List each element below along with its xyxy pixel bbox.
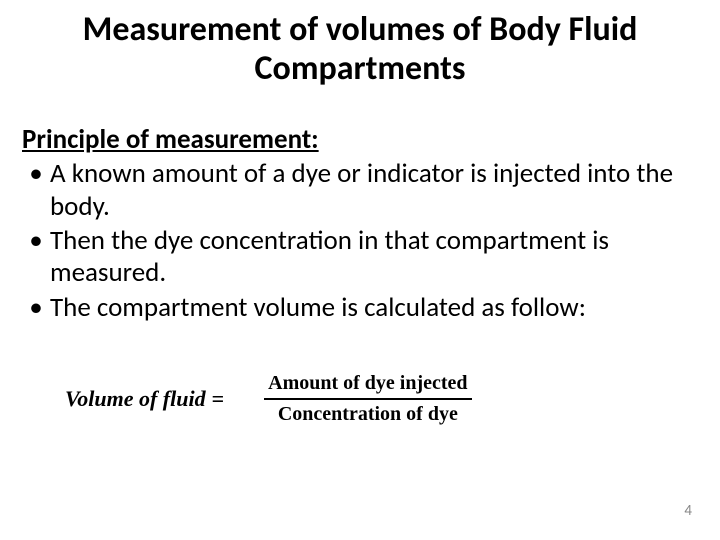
- formula-equals: =: [212, 386, 225, 412]
- fraction-line: [264, 398, 471, 400]
- formula-numerator: Amount of dye injected: [264, 372, 471, 395]
- formula-lhs: Volume of fluid: [65, 386, 206, 412]
- formula-fraction: Amount of dye injected Concentration of …: [264, 372, 471, 426]
- content-area: Principle of measurement: • A known amou…: [0, 123, 720, 324]
- bullet-marker: •: [22, 292, 50, 324]
- subheading: Principle of measurement:: [22, 123, 695, 156]
- bullet-item: • The compartment volume is calculated a…: [22, 292, 695, 324]
- slide-title: Measurement of volumes of Body Fluid Com…: [50, 0, 670, 88]
- bullet-text: The compartment volume is calculated as …: [50, 292, 695, 324]
- bullet-item: • A known amount of a dye or indicator i…: [22, 158, 695, 223]
- bullet-text: Then the dye concentration in that compa…: [50, 225, 695, 290]
- bullet-marker: •: [22, 158, 50, 223]
- formula-denominator: Concentration of dye: [274, 403, 462, 426]
- page-number: 4: [684, 502, 692, 520]
- bullet-marker: •: [22, 225, 50, 290]
- bullet-text: A known amount of a dye or indicator is …: [50, 158, 695, 223]
- formula: Volume of fluid = Amount of dye injected…: [0, 372, 720, 426]
- bullet-item: • Then the dye concentration in that com…: [22, 225, 695, 290]
